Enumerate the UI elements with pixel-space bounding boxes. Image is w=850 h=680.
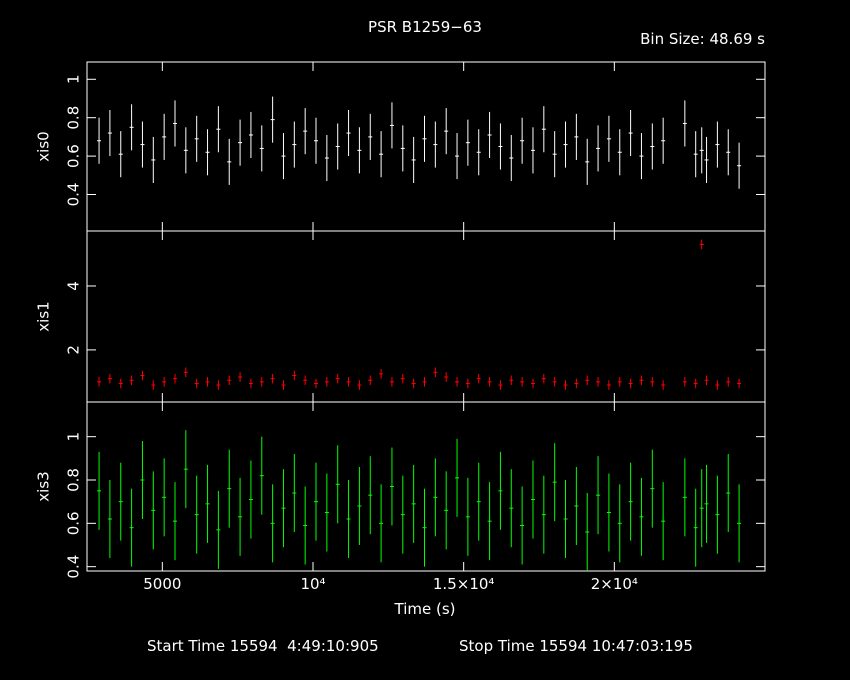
y-axis-label: xis1: [35, 301, 53, 331]
chart-title: PSR B1259−63: [368, 18, 482, 36]
y-tick-label: 1: [65, 75, 83, 85]
y-tick-label: 2: [65, 345, 83, 355]
y-tick-label: 0.4: [65, 555, 83, 579]
y-tick-label: 0.6: [65, 511, 83, 535]
panel-frame: [86, 230, 766, 403]
series: [97, 239, 742, 390]
x-tick-label: 5000: [143, 575, 181, 593]
y-tick-label: 0.4: [65, 183, 83, 207]
y-tick-label: 0.8: [65, 468, 83, 492]
y-tick-label: 0.6: [65, 144, 83, 168]
series: [97, 430, 742, 571]
y-tick-label: 4: [65, 281, 83, 291]
y-tick-label: 0.8: [65, 106, 83, 130]
x-tick-label: 10⁴: [300, 575, 325, 593]
series: [97, 96, 742, 189]
x-axis-label: Time (s): [394, 600, 456, 618]
panel-frame: [86, 401, 766, 572]
stop-time: Stop Time 15594 10:47:03:195: [459, 637, 693, 655]
x-tick-label: 1.5×10⁴: [433, 575, 495, 593]
y-axis-label: xis0: [35, 131, 53, 161]
subtitle: Bin Size: 48.69 s: [640, 30, 765, 48]
y-tick-label: 1: [65, 432, 83, 442]
y-axis-label: xis3: [35, 471, 53, 501]
x-tick-label: 2×10⁴: [591, 575, 638, 593]
start-time: Start Time 15594 4:49:10:905: [147, 637, 379, 655]
